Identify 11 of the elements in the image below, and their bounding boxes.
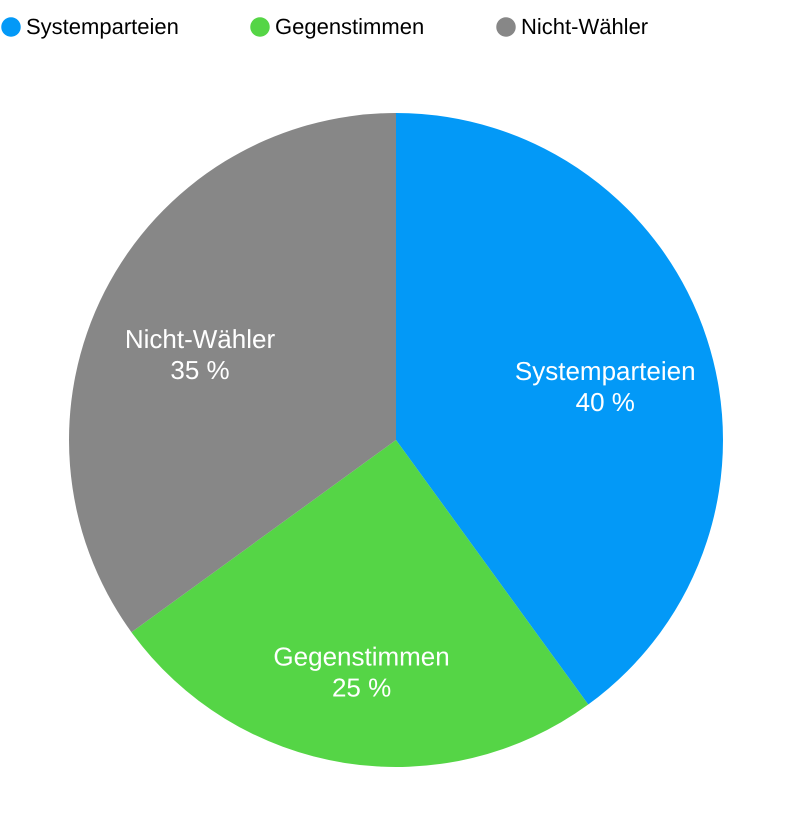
- data-label: 25 %: [332, 672, 392, 702]
- data-label: 40 %: [576, 387, 635, 418]
- legend-label: Nicht-Wähler: [521, 14, 648, 39]
- legend-label: Systemparteien: [26, 14, 179, 39]
- slice-label: Gegenstimmen: [273, 641, 450, 672]
- slice-label: Systemparteien: [514, 356, 696, 386]
- data-label: 35 %: [170, 355, 230, 386]
- legend-label: Gegenstimmen: [275, 14, 424, 39]
- pie-slice: [69, 113, 396, 632]
- slice-label: Nicht-Wähler: [124, 324, 276, 354]
- pie-slice: [131, 440, 588, 767]
